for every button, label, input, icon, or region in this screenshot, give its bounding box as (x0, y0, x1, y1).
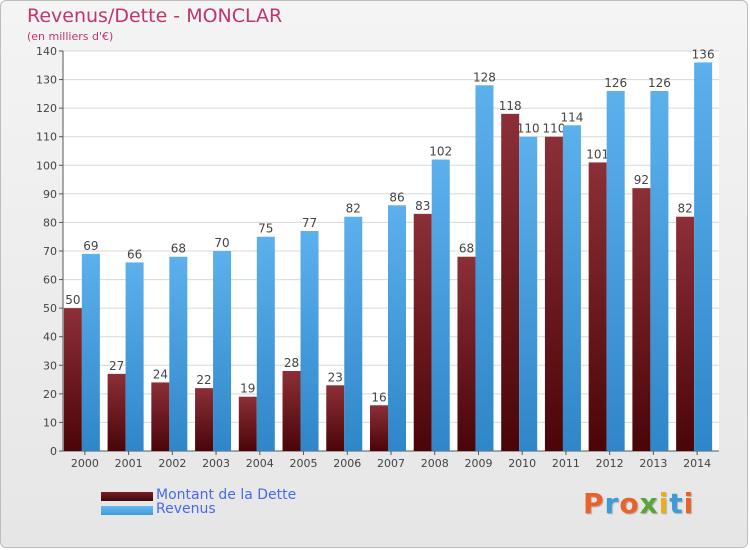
y-tick-label: 80 (43, 216, 57, 229)
bar-revenus (344, 216, 363, 451)
y-tick-label: 60 (43, 274, 57, 287)
bar-dette (501, 113, 520, 451)
bar-revenus (125, 262, 144, 451)
bar-dette (370, 405, 388, 451)
y-tick-label: 120 (36, 102, 57, 115)
bar-revenus (213, 251, 232, 451)
data-label-dette: 50 (65, 293, 80, 307)
x-tick-label: 2003 (202, 457, 230, 470)
x-tick-label: 2011 (552, 457, 580, 470)
data-label-dette: 27 (109, 359, 124, 373)
data-label-revenus: 114 (560, 110, 583, 124)
legend-label-dette: Montant de la Dette (156, 487, 297, 503)
data-label-dette: 19 (240, 382, 255, 396)
x-tick-label: 2002 (158, 457, 186, 470)
y-tick-label: 130 (36, 74, 57, 87)
data-label-revenus: 86 (389, 190, 404, 204)
data-label-dette: 24 (153, 367, 168, 381)
bar-revenus (388, 205, 406, 451)
data-label-revenus: 75 (258, 222, 273, 236)
y-tick-label: 30 (43, 359, 57, 372)
data-label-dette: 118 (499, 99, 522, 113)
data-label-dette: 92 (634, 173, 649, 187)
x-tick-label: 2004 (246, 457, 274, 470)
bar-dette (588, 162, 607, 451)
y-tick-label: 90 (43, 188, 57, 201)
y-tick-label: 10 (43, 416, 57, 429)
bar-dette (632, 188, 651, 451)
bar-revenus (169, 256, 188, 451)
data-label-revenus: 128 (473, 70, 496, 84)
data-label-dette: 83 (415, 199, 430, 213)
y-tick-label: 20 (43, 388, 57, 401)
y-tick-label: 50 (43, 302, 57, 315)
bar-dette (326, 385, 345, 451)
x-tick-label: 2013 (639, 457, 667, 470)
chart-title: Revenus/Dette - MONCLAR (27, 5, 283, 27)
bar-revenus (300, 231, 319, 451)
bar-revenus (81, 253, 100, 451)
legend-swatch-dette (101, 492, 153, 501)
bar-dette (413, 213, 432, 451)
x-tick-label: 2007 (377, 457, 405, 470)
bar-dette (544, 136, 563, 451)
y-tick-label: 0 (50, 445, 57, 458)
data-label-dette: 28 (284, 356, 299, 370)
data-label-revenus: 82 (346, 202, 361, 216)
x-tick-label: 2009 (464, 457, 492, 470)
x-tick-label: 2012 (596, 457, 624, 470)
y-tick-label: 140 (36, 45, 57, 58)
x-tick-label: 2010 (508, 457, 536, 470)
data-label-dette: 16 (371, 390, 386, 404)
bar-revenus (606, 91, 625, 451)
data-label-revenus: 110 (517, 122, 540, 136)
legend-label-revenus: Revenus (156, 501, 216, 517)
bar-revenus (562, 125, 581, 452)
data-label-revenus: 66 (127, 247, 142, 261)
data-label-revenus: 70 (214, 236, 229, 250)
data-label-dette: 82 (677, 202, 692, 216)
bar-revenus (256, 236, 275, 451)
data-label-revenus: 102 (429, 145, 452, 159)
x-tick-label: 2001 (115, 457, 143, 470)
y-tick-label: 40 (43, 331, 57, 344)
data-label-dette: 110 (542, 122, 565, 136)
bar-revenus (650, 91, 669, 451)
data-label-revenus: 136 (692, 47, 715, 61)
bar-revenus (431, 159, 450, 452)
y-tick-label: 70 (43, 245, 57, 258)
y-tick-label: 100 (36, 159, 57, 172)
bar-dette (107, 373, 126, 451)
data-label-dette: 101 (586, 147, 609, 161)
data-label-dette: 68 (459, 242, 474, 256)
data-label-revenus: 126 (604, 76, 627, 90)
bar-revenus (519, 136, 538, 451)
legend-swatch-revenus (101, 506, 153, 515)
x-tick-label: 2000 (71, 457, 99, 470)
data-label-dette: 22 (196, 373, 211, 387)
data-label-revenus: 77 (302, 216, 317, 230)
data-label-revenus: 68 (171, 242, 186, 256)
bar-revenus (694, 62, 713, 452)
data-label-revenus: 69 (83, 239, 98, 253)
x-tick-label: 2005 (290, 457, 318, 470)
x-tick-label: 2008 (421, 457, 449, 470)
bar-dette (676, 216, 695, 451)
y-tick-label: 110 (36, 131, 57, 144)
bar-dette (151, 382, 170, 451)
chart-subtitle: (en milliers d'€) (27, 30, 114, 43)
x-tick-label: 2006 (333, 457, 361, 470)
x-tick-label: 2014 (683, 457, 711, 470)
bar-dette (457, 256, 476, 451)
bar-dette (63, 308, 82, 451)
bar-dette (282, 371, 301, 451)
proxiti-logo: Proxiti (583, 487, 695, 520)
bar-dette (195, 388, 214, 451)
data-label-dette: 23 (328, 370, 343, 384)
bar-revenus (475, 85, 494, 452)
data-label-revenus: 126 (648, 76, 671, 90)
bar-dette (238, 396, 257, 451)
